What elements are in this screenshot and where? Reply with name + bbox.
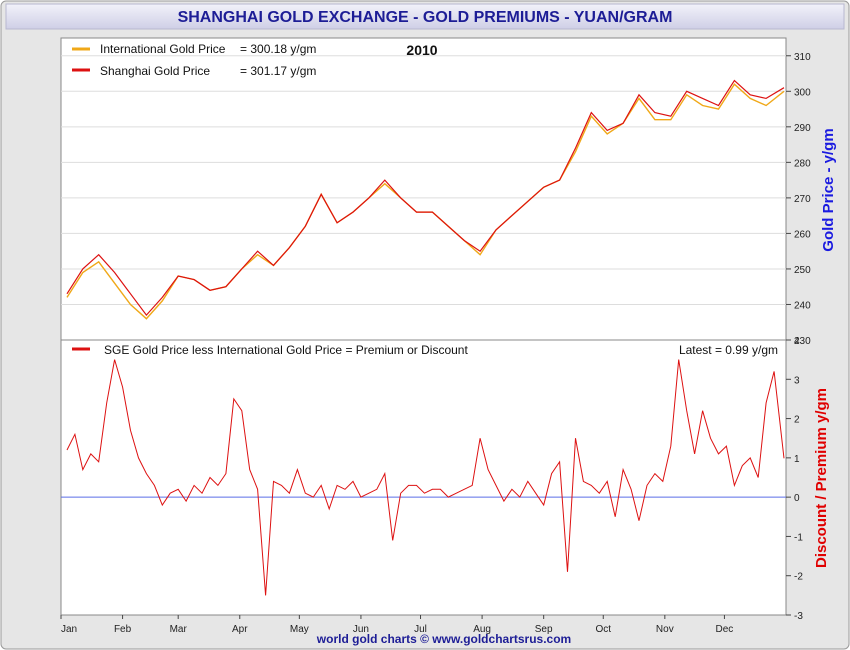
month-tick-label: May (290, 624, 309, 635)
month-tick-label: Nov (656, 624, 674, 635)
price-y-tick-label: 300 (794, 87, 811, 98)
premium-y-tick-label: 1 (794, 454, 800, 465)
price-plot-area (60, 37, 787, 341)
price-y-tick-label: 280 (794, 158, 811, 169)
price-y-tick-label: 230 (794, 336, 811, 347)
month-tick-label: Mar (170, 624, 188, 635)
price-y-tick-label: 290 (794, 123, 811, 134)
chart-title: SHANGHAI GOLD EXCHANGE - GOLD PREMIUMS -… (178, 9, 673, 26)
month-tick-label: Jan (61, 624, 77, 635)
premium-y-tick-label: 2 (794, 415, 800, 426)
price-axis-title: Gold Price - y/gm (820, 128, 837, 251)
premium-y-tick-label: -1 (794, 532, 803, 543)
year-label: 2010 (406, 42, 437, 58)
premium-y-tick-label: 0 (794, 493, 800, 504)
month-tick-label: Aug (473, 624, 491, 635)
legend-value-intl: = 300.18 y/gm (240, 42, 316, 56)
month-tick-label: Sep (535, 624, 553, 635)
premium-axis-title: Discount / Premium y/gm (813, 388, 830, 568)
premium-y-tick-label: -3 (794, 611, 803, 622)
premium-y-tick-label: 4 (794, 336, 800, 347)
legend-value-sge: = 301.17 y/gm (240, 64, 316, 78)
latest-label: Latest = 0.99 y/gm (679, 343, 778, 357)
price-y-tick-label: 270 (794, 194, 811, 205)
premium-y-tick-label: -2 (794, 572, 803, 583)
price-y-tick-label: 310 (794, 52, 811, 63)
premium-plot-area (60, 339, 787, 616)
premium-y-tick-label: 3 (794, 375, 800, 386)
premium-legend: SGE Gold Price less International Gold P… (72, 343, 778, 357)
month-tick-label: Dec (716, 624, 734, 635)
legend-label-intl: International Gold Price (100, 42, 226, 56)
title-bar (5, 3, 845, 30)
month-tick-label: Jun (353, 624, 369, 635)
legend-label-sge: Shanghai Gold Price (100, 64, 210, 78)
sge-price-line (66, 79, 785, 317)
premium-line (66, 359, 785, 596)
month-tick-label: Apr (232, 624, 248, 635)
price-y-tick-label: 260 (794, 229, 811, 240)
month-tick-label: Jul (414, 624, 427, 635)
price-y-tick-label: 240 (794, 300, 811, 311)
footer-credit: world gold charts © www.goldchartsrus.co… (316, 632, 571, 646)
legend-label-premium: SGE Gold Price less International Gold P… (104, 343, 468, 357)
price-legend: International Gold Price = 300.18 y/gm S… (72, 42, 316, 78)
price-y-tick-label: 250 (794, 265, 811, 276)
month-tick-label: Oct (595, 624, 611, 635)
month-tick-label: Feb (114, 624, 132, 635)
